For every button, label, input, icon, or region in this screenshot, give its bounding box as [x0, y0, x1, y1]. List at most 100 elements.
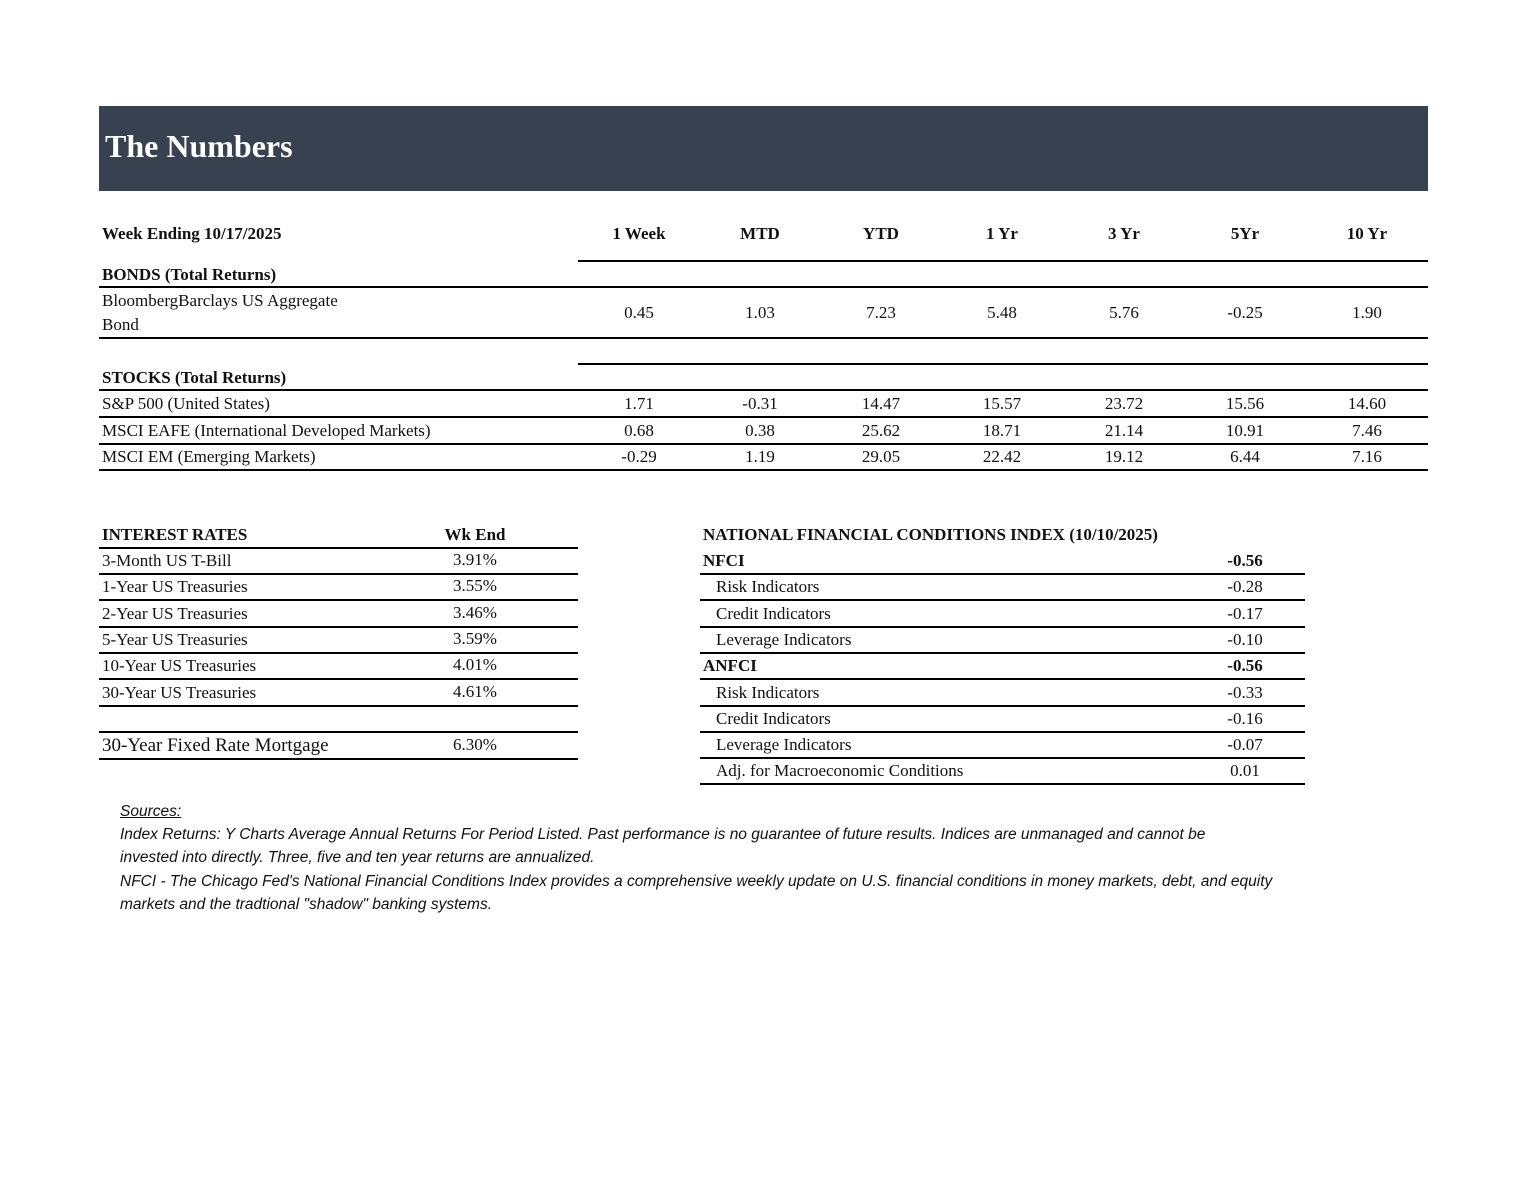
rule-line: [700, 678, 1305, 681]
cell-value: 5.48: [987, 303, 1017, 322]
cell-value: 7.46: [1352, 420, 1382, 440]
rule-line: [700, 730, 1305, 733]
cell-value: 14.60: [1347, 394, 1387, 413]
sources-label: Sources:: [120, 803, 182, 820]
cell-value: 5.76: [1109, 303, 1139, 322]
cell-value: 21.14: [1104, 420, 1144, 440]
cell-value: 0.68: [624, 420, 654, 440]
rule-line: [700, 651, 1305, 654]
rule-line: [99, 286, 1428, 288]
rate-name: 5-Year US Treasuries: [102, 629, 248, 649]
rate-name: 1-Year US Treasuries: [102, 577, 248, 597]
nfci-value: -0.56: [1227, 551, 1263, 570]
row-name: Bond: [102, 315, 139, 334]
nfci-name: Risk Indicators: [716, 577, 820, 597]
cell-value: 25.62: [861, 420, 901, 440]
sources-line: invested into directly. Three, five and …: [120, 849, 595, 867]
rule-line: [99, 678, 578, 681]
nfci-value: -0.16: [1227, 708, 1263, 728]
rule-line: [99, 599, 578, 602]
cell-value: -0.25: [1227, 303, 1263, 322]
mortgage-value: 6.30%: [453, 735, 497, 754]
cell-value: 18.71: [982, 420, 1022, 440]
cell-value: 1.03: [745, 303, 775, 322]
rule-line: [99, 469, 1428, 471]
rule-line: [99, 389, 1428, 391]
nfci-value: -0.56: [1227, 656, 1263, 676]
nfci-name: Leverage Indicators: [716, 629, 852, 649]
cell-value: 23.72: [1104, 394, 1144, 413]
rate-value: 3.46%: [453, 602, 497, 622]
rate-value: 4.01%: [453, 655, 497, 675]
nfci-value: -0.07: [1227, 735, 1263, 755]
cell-value: 7.16: [1352, 447, 1382, 466]
rule-line: [578, 363, 1428, 365]
week-ending-label: Week Ending 10/17/2025: [102, 224, 282, 243]
rule-line: [99, 573, 578, 575]
rule-line: [99, 442, 1428, 445]
rule-line: [99, 416, 1428, 418]
nfci-value: -0.33: [1227, 682, 1263, 702]
rule-line: [99, 704, 578, 707]
rule-line: [99, 651, 578, 654]
sources-line: markets and the tradtional "shadow" bank…: [120, 895, 492, 913]
rule-line: [99, 758, 578, 760]
rule-line: [99, 625, 578, 628]
rate-value: 4.61%: [453, 681, 497, 701]
rule-line: [700, 573, 1305, 575]
cell-value: 10.91: [1225, 420, 1265, 440]
cell-value: 14.47: [861, 394, 901, 413]
cell-value: 29.05: [861, 447, 901, 466]
rate-name: 30-Year US Treasuries: [102, 682, 257, 702]
nfci-name: NFCI: [703, 551, 745, 570]
rule-line: [700, 704, 1305, 707]
wk-end-header: Wk End: [444, 525, 506, 544]
nfci-name: Credit Indicators: [716, 708, 831, 728]
nfci-name: Leverage Indicators: [716, 735, 852, 755]
cell-value: -0.29: [621, 447, 657, 466]
cell-value: 15.57: [982, 394, 1022, 413]
column-header: YTD: [863, 224, 899, 243]
row-name: BloombergBarclays US Aggregate: [102, 291, 338, 310]
cell-value: 1.19: [745, 447, 775, 466]
rule-line: [700, 625, 1305, 628]
rate-value: 3.55%: [453, 576, 497, 596]
rate-value: 3.91%: [453, 550, 497, 569]
cell-value: 1.90: [1352, 303, 1382, 322]
cell-value: 19.12: [1104, 447, 1144, 466]
rule-line: [700, 783, 1305, 786]
sources-line: Index Returns: Y Charts Average Annual R…: [120, 826, 1206, 843]
rule-line: [99, 337, 1428, 339]
cell-value: -0.31: [742, 394, 778, 413]
bonds-heading: BONDS (Total Returns): [102, 265, 277, 284]
page-title: The Numbers: [105, 128, 293, 164]
sources-line: NFCI - The Chicago Fed's National Financ…: [120, 872, 1273, 890]
cell-value: 0.38: [745, 420, 775, 440]
column-header: 5Yr: [1230, 224, 1260, 243]
column-header: MTD: [740, 224, 780, 243]
rate-name: 3-Month US T-Bill: [102, 551, 232, 570]
header-bar: [99, 106, 1428, 191]
nfci-name: Credit Indicators: [716, 603, 831, 623]
cell-value: 15.56: [1225, 394, 1265, 413]
nfci-value: -0.17: [1227, 603, 1263, 623]
nfci-heading: NATIONAL FINANCIAL CONDITIONS INDEX (10/…: [703, 525, 1158, 544]
nfci-name: Risk Indicators: [716, 682, 820, 702]
row-name: MSCI EAFE (International Developed Marke…: [102, 420, 431, 440]
stocks-heading: STOCKS (Total Returns): [102, 368, 287, 387]
nfci-value: 0.01: [1230, 761, 1260, 781]
cell-value: 7.23: [866, 303, 896, 322]
column-header: 3 Yr: [1108, 224, 1140, 243]
rule-line: [700, 757, 1305, 760]
cell-value: 1.71: [624, 394, 654, 413]
cell-value: 0.45: [624, 303, 654, 322]
rule-line: [578, 260, 1428, 262]
cell-value: 6.44: [1230, 447, 1260, 466]
nfci-name: ANFCI: [703, 656, 757, 676]
mortgage-name: 30-Year Fixed Rate Mortgage: [102, 735, 329, 756]
rate-name: 2-Year US Treasuries: [102, 603, 248, 623]
rate-value: 3.59%: [453, 628, 497, 648]
rule-line: [99, 547, 578, 549]
nfci-name: Adj. for Macroeconomic Conditions: [716, 761, 964, 781]
column-header: 10 Yr: [1346, 224, 1388, 243]
